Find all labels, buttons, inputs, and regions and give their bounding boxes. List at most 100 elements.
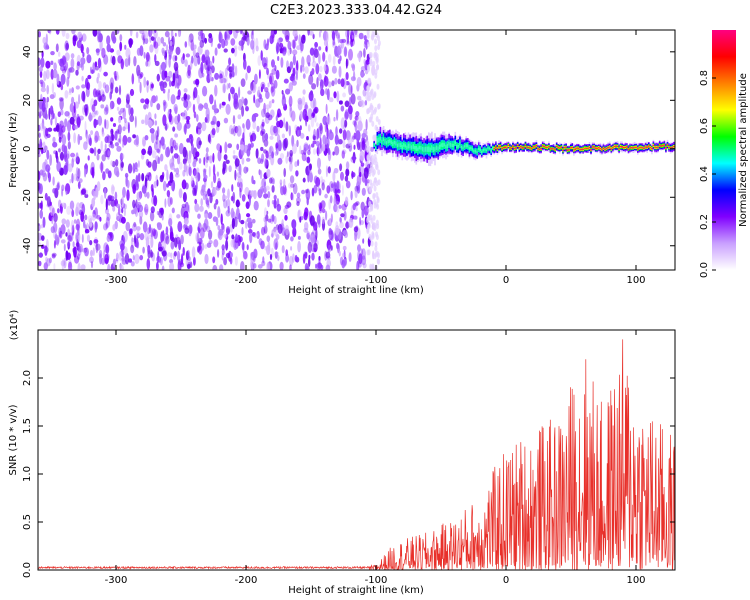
noise-blob xyxy=(308,254,311,260)
noise-blob xyxy=(216,120,221,128)
noise-blob xyxy=(275,42,280,54)
noise-blob xyxy=(119,41,123,52)
noise-blob xyxy=(89,240,93,246)
signal-cell xyxy=(485,149,488,152)
signal-cell xyxy=(387,139,389,144)
noise-blob xyxy=(51,214,54,225)
noise-blob xyxy=(79,63,83,68)
noise-edge-blob xyxy=(371,233,375,240)
noise-blob xyxy=(209,155,213,164)
noise-blob xyxy=(255,45,259,52)
noise-blob xyxy=(354,30,358,36)
noise-blob xyxy=(45,44,49,49)
noise-blob xyxy=(38,170,41,182)
noise-blob xyxy=(292,49,298,56)
noise-blob xyxy=(202,193,206,201)
noise-blob xyxy=(269,177,273,184)
noise-blob xyxy=(75,85,80,90)
noise-blob xyxy=(84,214,88,221)
noise-blob xyxy=(76,113,80,123)
noise-blob xyxy=(60,73,66,85)
noise-blob xyxy=(151,251,154,258)
noise-blob xyxy=(91,69,94,74)
noise-blob xyxy=(156,261,159,270)
signal-cell xyxy=(513,147,516,150)
noise-blob xyxy=(339,256,344,266)
signal-cell xyxy=(651,147,653,150)
signal-cell xyxy=(643,147,645,150)
noise-blob xyxy=(173,251,177,257)
noise-blob xyxy=(328,230,332,239)
noise-blob xyxy=(140,98,145,104)
noise-blob xyxy=(116,130,120,135)
signal-cell xyxy=(637,148,639,150)
noise-blob xyxy=(143,52,146,59)
noise-blob xyxy=(46,258,51,267)
noise-blob xyxy=(150,236,154,248)
noise-blob xyxy=(110,55,113,64)
noise-blob xyxy=(114,142,119,147)
noise-blob xyxy=(310,116,315,128)
noise-blob xyxy=(272,178,275,185)
noise-blob xyxy=(38,241,41,248)
signal-cell xyxy=(499,145,502,147)
noise-blob xyxy=(312,140,317,145)
noise-edge-blob xyxy=(372,266,376,270)
noise-blob xyxy=(326,116,331,126)
noise-blob xyxy=(134,253,140,265)
signal-cell xyxy=(543,145,545,148)
noise-blob xyxy=(215,198,219,205)
noise-blob xyxy=(196,125,199,134)
noise-blob xyxy=(301,215,304,221)
signal-cell xyxy=(562,149,564,152)
noise-blob xyxy=(40,81,43,88)
noise-edge-blob xyxy=(373,91,377,98)
noise-edge-blob xyxy=(366,141,370,148)
noise-blob xyxy=(270,86,276,97)
signal-cell xyxy=(618,148,620,150)
noise-blob xyxy=(188,163,191,176)
noise-blob xyxy=(362,255,366,264)
noise-blob xyxy=(317,126,322,139)
noise-blob xyxy=(271,214,275,222)
noise-blob xyxy=(77,181,81,189)
noise-blob xyxy=(191,55,194,64)
noise-blob xyxy=(275,125,280,136)
noise-blob xyxy=(91,213,96,221)
noise-blob xyxy=(125,221,131,232)
colorbar-tick-label: 0.2 xyxy=(699,214,710,230)
noise-blob xyxy=(135,31,139,39)
spectrogram-y-tick-label: 0 xyxy=(22,146,33,152)
noise-blob xyxy=(275,69,280,80)
noise-blob xyxy=(228,57,232,66)
noise-blob xyxy=(110,82,114,95)
signal-cell xyxy=(453,143,455,148)
noise-blob xyxy=(183,99,189,108)
noise-blob xyxy=(238,40,243,46)
noise-blob xyxy=(257,264,263,269)
noise-blob xyxy=(138,210,144,219)
noise-blob xyxy=(251,232,256,237)
noise-blob xyxy=(187,157,192,164)
noise-blob xyxy=(180,234,184,245)
noise-blob xyxy=(193,256,196,266)
noise-blob xyxy=(303,227,309,233)
noise-blob xyxy=(184,41,188,48)
noise-blob xyxy=(38,31,41,38)
noise-blob xyxy=(100,94,106,102)
noise-blob xyxy=(269,253,273,261)
noise-blob xyxy=(164,30,170,38)
noise-blob xyxy=(152,159,158,172)
noise-blob xyxy=(297,129,300,137)
noise-blob xyxy=(119,107,125,113)
noise-blob xyxy=(49,94,55,100)
signal-cell xyxy=(376,138,379,143)
noise-blob xyxy=(76,61,81,67)
noise-blob xyxy=(193,111,197,119)
noise-blob xyxy=(289,106,293,118)
noise-blob xyxy=(305,101,308,111)
noise-blob xyxy=(251,30,254,36)
noise-blob xyxy=(51,216,54,224)
noise-blob xyxy=(335,109,339,121)
noise-blob xyxy=(51,207,56,218)
